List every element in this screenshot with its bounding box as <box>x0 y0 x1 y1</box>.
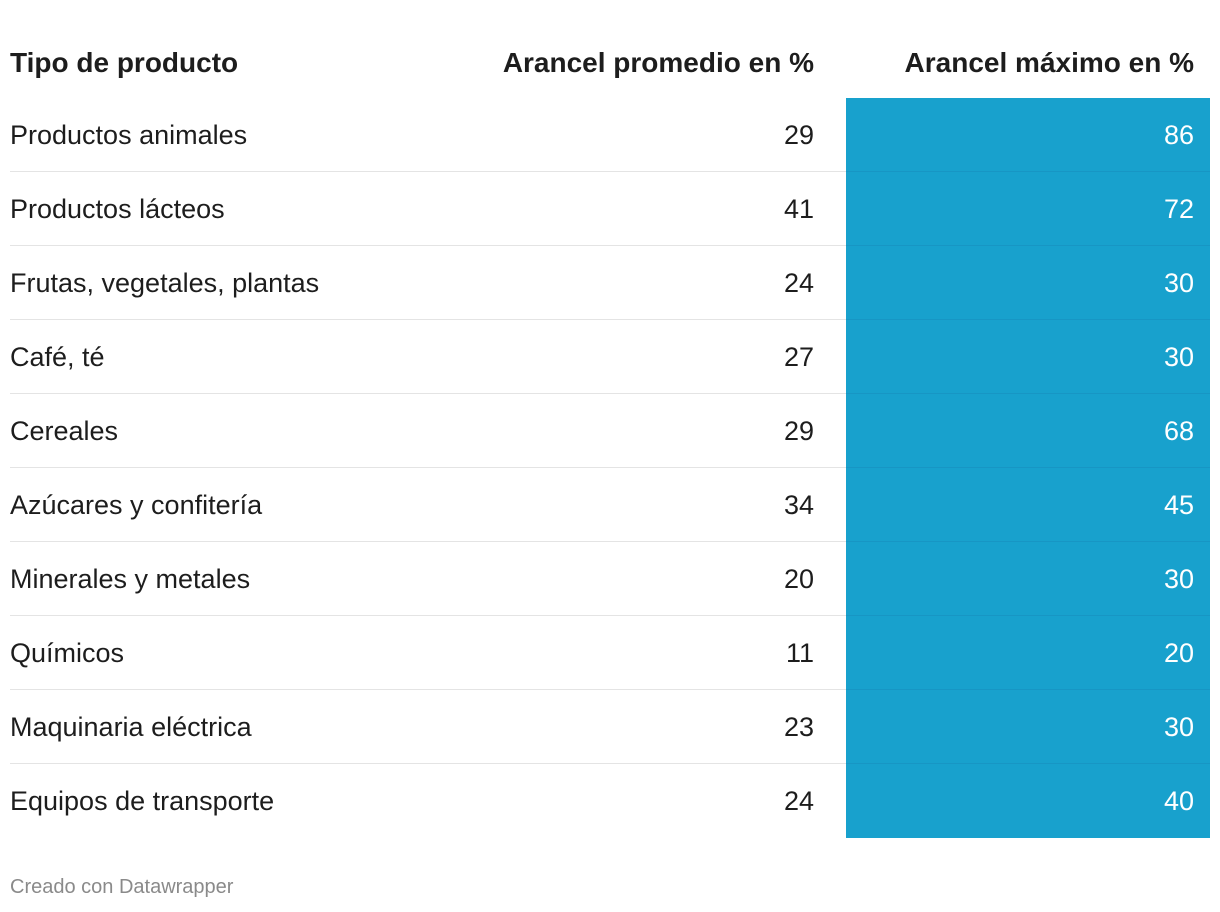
table-row: Productos animales 29 86 <box>10 98 1210 172</box>
row-divider <box>10 467 846 468</box>
cell-average-tariff: 41 <box>783 193 814 224</box>
row-divider <box>10 319 846 320</box>
cell-average-tariff: 29 <box>783 119 814 150</box>
cell-product-type: Equipos de transporte <box>10 785 275 816</box>
cell-product-type: Azúcares y confitería <box>10 489 263 520</box>
cell-product-type: Maquinaria eléctrica <box>10 711 252 742</box>
row-divider <box>10 615 846 616</box>
table-row: Minerales y metales 20 30 <box>10 542 1210 616</box>
row-divider-highlight <box>846 171 1210 172</box>
header-average-tariff: Arancel promedio en % <box>502 47 814 78</box>
table-row: Productos lácteos 41 72 <box>10 172 1210 246</box>
cell-average-tariff: 34 <box>783 489 814 520</box>
cell-max-tariff: 68 <box>846 394 1210 468</box>
row-divider <box>10 171 846 172</box>
cell-product-type: Frutas, vegetales, plantas <box>10 267 320 298</box>
cell-product-type: Químicos <box>10 637 125 668</box>
row-divider <box>10 393 846 394</box>
cell-average-tariff: 27 <box>783 341 814 372</box>
row-divider-highlight <box>846 245 1210 246</box>
cell-product-type: Cereales <box>10 415 119 446</box>
cell-average-tariff: 24 <box>783 267 814 298</box>
cell-average-tariff: 23 <box>783 711 814 742</box>
table-row: Azúcares y confitería 34 45 <box>10 468 1210 542</box>
cell-average-tariff: 11 <box>785 637 814 668</box>
cell-max-tariff: 30 <box>846 320 1210 394</box>
credit-footer[interactable]: Creado con Datawrapper <box>10 876 234 898</box>
row-divider <box>10 689 846 690</box>
cell-max-tariff: 40 <box>846 764 1210 838</box>
row-divider-highlight <box>846 615 1210 616</box>
row-divider-highlight <box>846 319 1210 320</box>
cell-max-tariff: 30 <box>846 542 1210 616</box>
cell-max-tariff: 45 <box>846 468 1210 542</box>
row-divider-highlight <box>846 689 1210 690</box>
row-divider-highlight <box>846 541 1210 542</box>
row-divider-highlight <box>846 467 1210 468</box>
row-divider <box>10 763 846 764</box>
cell-average-tariff: 29 <box>783 415 814 446</box>
cell-max-tariff: 30 <box>846 690 1210 764</box>
cell-average-tariff: 24 <box>783 785 814 816</box>
cell-average-tariff: 20 <box>783 563 814 594</box>
row-divider-highlight <box>846 393 1210 394</box>
cell-product-type: Café, té <box>10 341 105 372</box>
table-body: Productos animales 29 86 Productos lácteos 4… <box>10 98 1210 838</box>
header-max-tariff: Arancel máximo en % <box>904 47 1194 78</box>
table-row: Químicos 11 20 <box>10 616 1210 690</box>
row-divider-highlight <box>846 763 1210 764</box>
table-row: Café, té 27 30 <box>10 320 1210 394</box>
row-divider <box>10 245 846 246</box>
table-row: Cereales 29 68 <box>10 394 1210 468</box>
table-row: Equipos de transporte 24 40 <box>10 764 1210 838</box>
cell-max-tariff: 20 <box>846 616 1210 690</box>
cell-max-tariff: 30 <box>846 246 1210 320</box>
cell-product-type: Productos lácteos <box>10 193 225 224</box>
cell-max-tariff: 72 <box>846 172 1210 246</box>
cell-product-type: Minerales y metales <box>10 563 251 594</box>
table-header: Tipo de producto Arancel promedio en % A… <box>10 28 1210 98</box>
table-row: Maquinaria eléctrica 23 30 <box>10 690 1210 764</box>
header-product-type: Tipo de producto <box>10 47 239 78</box>
cell-max-tariff: 86 <box>846 98 1210 172</box>
tariff-table: Tipo de producto Arancel promedio en % A… <box>10 28 1210 838</box>
cell-product-type: Productos animales <box>10 119 248 150</box>
table-row: Frutas, vegetales, plantas 24 30 <box>10 246 1210 320</box>
row-divider <box>10 541 846 542</box>
